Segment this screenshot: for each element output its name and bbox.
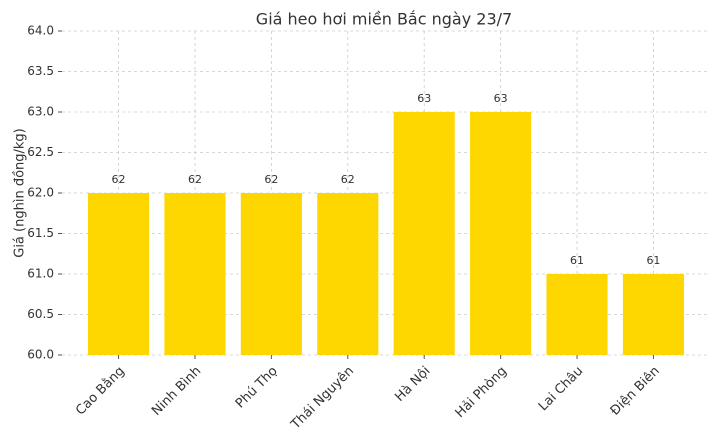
data-label: 62 <box>264 173 278 186</box>
x-tick-label: Hà Nội <box>392 364 433 405</box>
x-tick-label: Phú Thọ <box>233 364 281 412</box>
y-tick-label: 60.0 <box>27 348 54 362</box>
y-tick-label: 63.5 <box>27 64 54 78</box>
data-label: 62 <box>188 173 202 186</box>
data-label: 63 <box>494 92 508 105</box>
x-tick-label: Ninh Bình <box>149 364 204 419</box>
y-tick-label: 61.5 <box>27 226 54 240</box>
chart-title: Giá heo hơi miền Bắc ngày 23/7 <box>256 10 512 29</box>
y-tick-label: 61.0 <box>27 267 54 281</box>
x-tick-label: Lai Châu <box>536 364 587 415</box>
bar <box>546 274 608 355</box>
bar <box>240 193 302 355</box>
y-tick-label: 62.5 <box>27 145 54 159</box>
y-axis-label: Giá (nghìn đồng/kg) <box>13 128 28 258</box>
y-tick-label: 64.0 <box>27 24 54 38</box>
y-tick-label: 60.5 <box>27 307 54 321</box>
x-tick-label: Điện Biên <box>608 364 663 419</box>
data-label: 61 <box>570 254 584 267</box>
bar <box>470 112 532 355</box>
data-label: 62 <box>112 173 126 186</box>
bar <box>393 112 455 355</box>
x-tick-label: Cao Bằng <box>73 364 128 419</box>
data-label: 61 <box>646 254 660 267</box>
bar <box>164 193 226 355</box>
x-tick-label: Thái Nguyên <box>288 364 357 432</box>
bar <box>317 193 379 355</box>
y-tick-label: 62.0 <box>27 186 54 200</box>
y-tick-label: 63.0 <box>27 105 54 119</box>
x-tick-label: Hải Phòng <box>453 364 510 421</box>
data-label: 63 <box>417 92 431 105</box>
bar <box>87 193 150 355</box>
bar <box>622 274 685 355</box>
data-label: 62 <box>341 173 355 186</box>
